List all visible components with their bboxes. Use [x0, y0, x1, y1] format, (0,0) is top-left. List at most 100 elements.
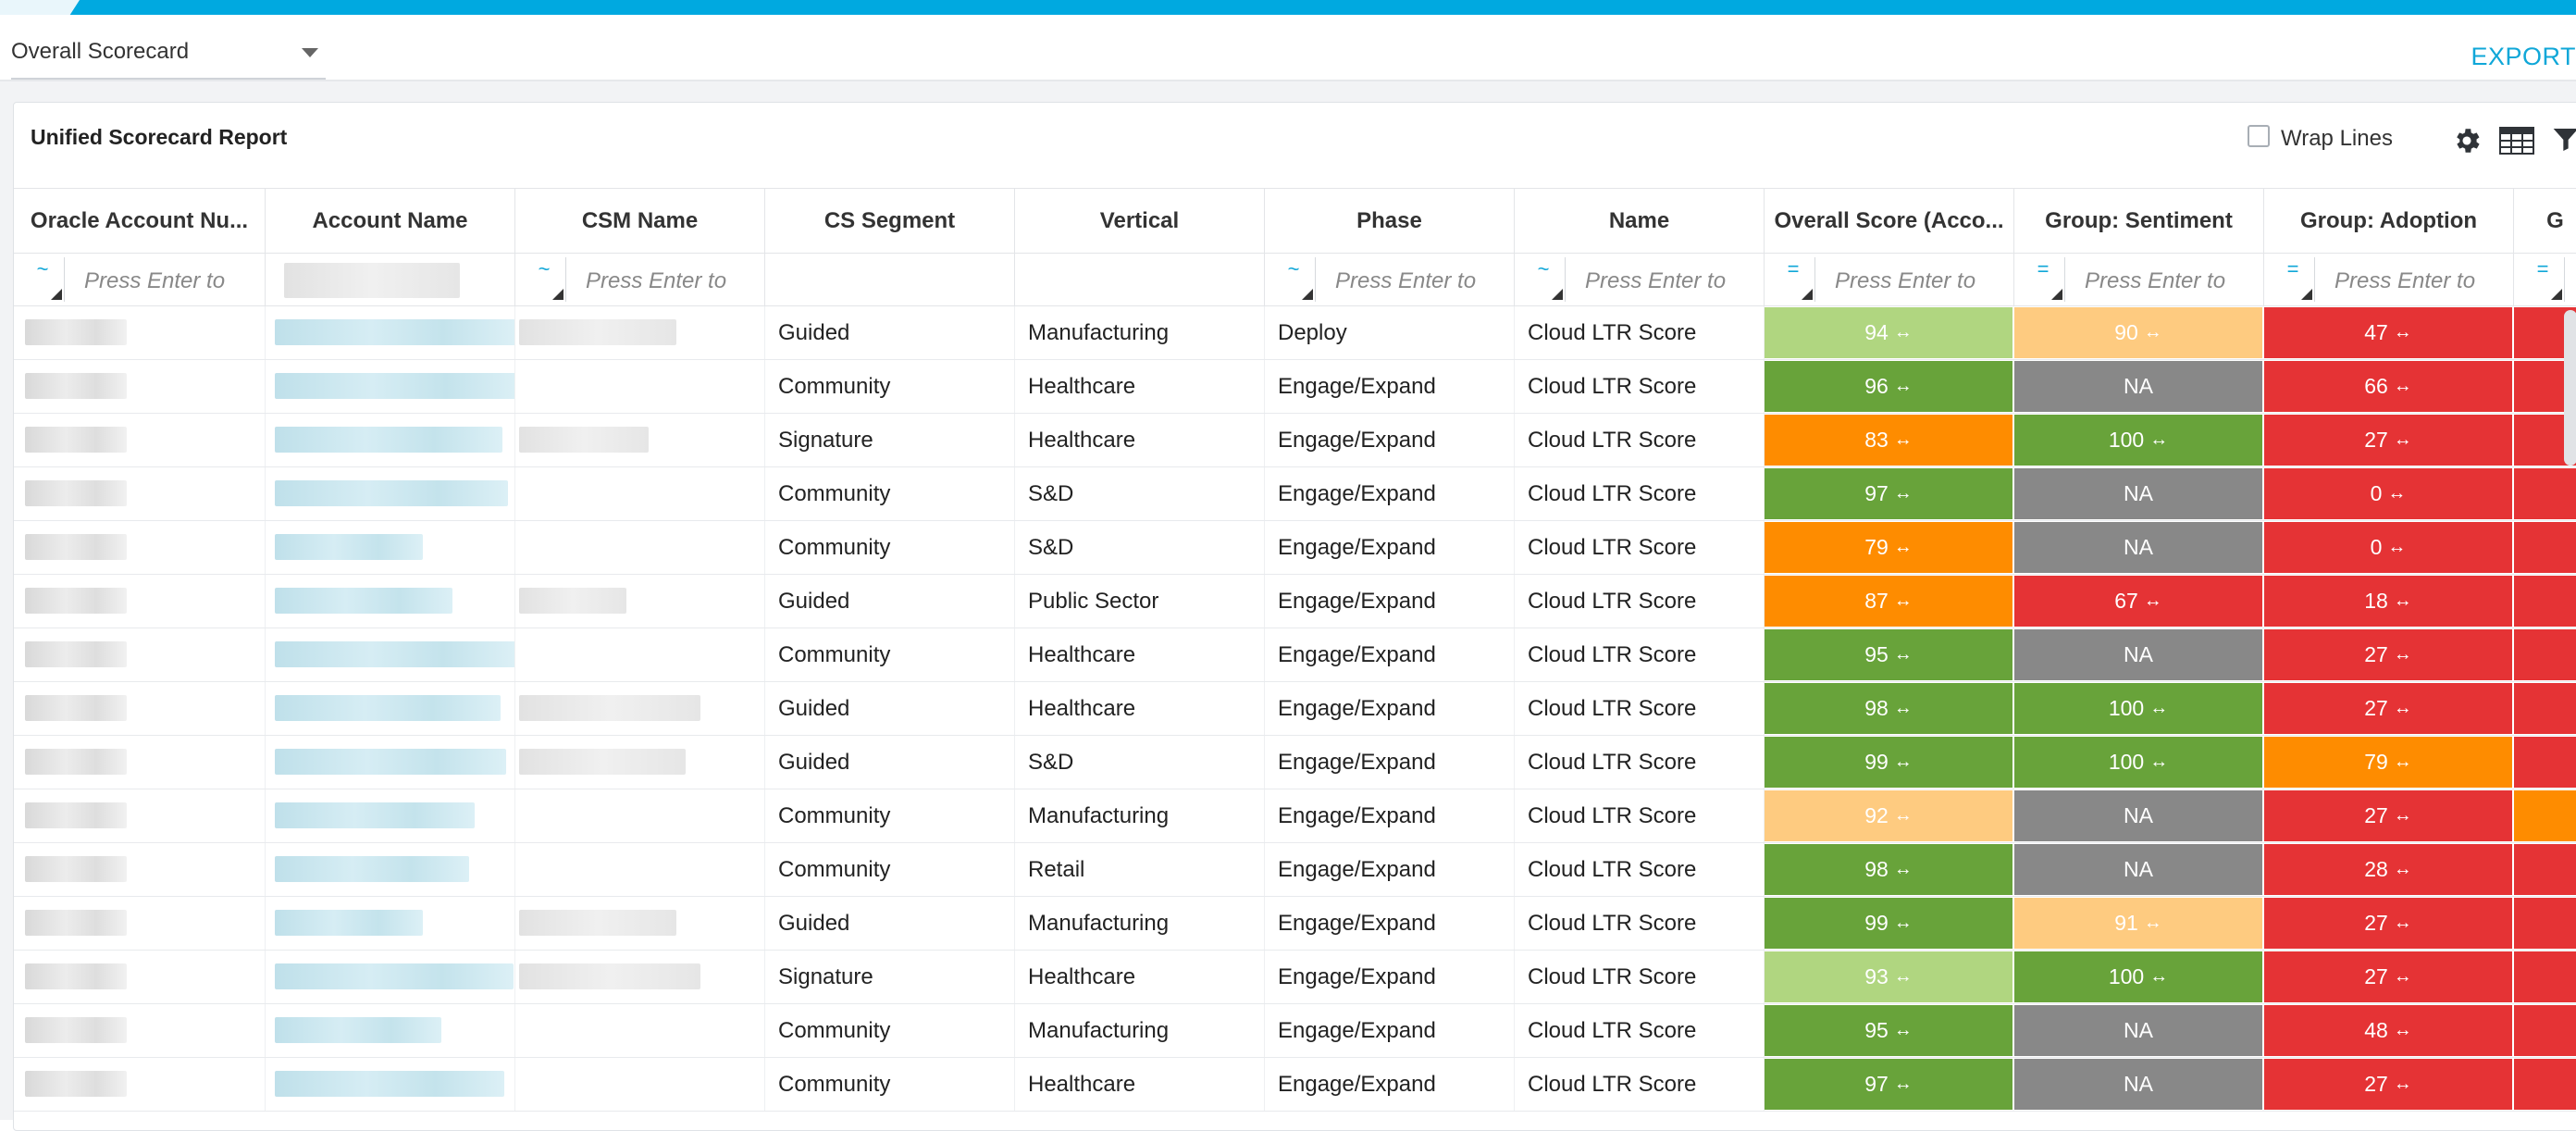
overall-score-cell[interactable]: 95 ↔: [1765, 629, 2014, 680]
redacted-value[interactable]: [275, 373, 514, 399]
adoption-score-cell[interactable]: 28 ↔: [2264, 844, 2514, 895]
next-group-score-cell[interactable]: [2514, 737, 2576, 788]
table-row[interactable]: Community Healthcare Engage/Expand Cloud LT…: [14, 1058, 2576, 1112]
wrap-lines-label[interactable]: Wrap Lines: [2281, 126, 2393, 151]
adoption-score-cell[interactable]: 27 ↔: [2264, 790, 2514, 841]
scorecard-select[interactable]: Overall Scorecard: [11, 28, 326, 80]
column-filter[interactable]: ~ Press Enter to: [515, 253, 765, 306]
table-row[interactable]: Community S&D Engage/Expand Cloud LTR Score…: [14, 521, 2576, 575]
sentiment-score-cell[interactable]: NA: [2014, 790, 2264, 841]
column-header[interactable]: Account Name: [266, 188, 515, 253]
filter-operator[interactable]: ~: [1272, 257, 1316, 302]
account-name-link[interactable]: [266, 789, 515, 842]
account-name-link[interactable]: [266, 897, 515, 950]
table-row[interactable]: Community Manufacturing Engage/Expand Cloud…: [14, 789, 2576, 843]
column-header[interactable]: Vertical: [1015, 188, 1265, 253]
overall-score-cell[interactable]: 98 ↔: [1765, 683, 2014, 734]
adoption-score-cell[interactable]: 27 ↔: [2264, 629, 2514, 680]
column-filter[interactable]: [266, 253, 515, 306]
column-filter[interactable]: =: [2514, 253, 2576, 306]
filter-operator[interactable]: =: [1772, 257, 1815, 302]
adoption-score-cell[interactable]: 18 ↔: [2264, 576, 2514, 627]
filter-input[interactable]: Press Enter to: [1335, 268, 1477, 293]
next-group-score-cell[interactable]: [2514, 1005, 2576, 1056]
sentiment-score-cell[interactable]: NA: [2014, 1005, 2264, 1056]
top-tab[interactable]: [0, 0, 80, 15]
table-row[interactable]: Guided Public Sector Engage/Expand Cloud LT…: [14, 575, 2576, 628]
column-header[interactable]: Name: [1515, 188, 1765, 253]
account-name-link[interactable]: [266, 360, 515, 413]
adoption-score-cell[interactable]: 27 ↔: [2264, 683, 2514, 734]
table-row[interactable]: Community Retail Engage/Expand Cloud LTR Sc…: [14, 843, 2576, 897]
table-row[interactable]: Guided Manufacturing Engage/Expand Cloud LT…: [14, 897, 2576, 951]
column-filter[interactable]: ~ Press Enter to: [1515, 253, 1765, 306]
table-row[interactable]: Guided S&D Engage/Expand Cloud LTR Score 99 ↔…: [14, 736, 2576, 789]
column-header[interactable]: CS Segment: [765, 188, 1015, 253]
chevron-down-icon[interactable]: [302, 48, 318, 57]
table-row[interactable]: Signature Healthcare Engage/Expand Cloud LT…: [14, 951, 2576, 1004]
filter-icon[interactable]: [2551, 125, 2576, 155]
redacted-value[interactable]: [275, 427, 502, 453]
next-group-score-cell[interactable]: [2514, 522, 2576, 573]
filter-input[interactable]: Press Enter to: [1835, 268, 1976, 293]
table-row[interactable]: Community Healthcare Engage/Expand Cloud LT…: [14, 360, 2576, 414]
next-group-score-cell[interactable]: [2514, 1059, 2576, 1110]
wrap-lines-checkbox[interactable]: [2248, 125, 2270, 147]
column-filter[interactable]: [765, 253, 1015, 306]
adoption-score-cell[interactable]: 0 ↔: [2264, 522, 2514, 573]
next-group-score-cell[interactable]: [2514, 951, 2576, 1002]
column-filter[interactable]: [1015, 253, 1265, 306]
redacted-value[interactable]: [275, 963, 514, 989]
sentiment-score-cell[interactable]: NA: [2014, 844, 2264, 895]
redacted-value[interactable]: [275, 695, 501, 721]
sentiment-score-cell[interactable]: 67 ↔: [2014, 576, 2264, 627]
overall-score-cell[interactable]: 95 ↔: [1765, 1005, 2014, 1056]
adoption-score-cell[interactable]: 27 ↔: [2264, 415, 2514, 466]
filter-input[interactable]: Press Enter to: [2334, 268, 2476, 293]
account-name-link[interactable]: [266, 1058, 515, 1111]
overall-score-cell[interactable]: 99 ↔: [1765, 737, 2014, 788]
filter-operator[interactable]: =: [2521, 257, 2565, 302]
adoption-score-cell[interactable]: 27 ↔: [2264, 951, 2514, 1002]
overall-score-cell[interactable]: 92 ↔: [1765, 790, 2014, 841]
account-name-link[interactable]: [266, 951, 515, 1003]
sentiment-score-cell[interactable]: NA: [2014, 629, 2264, 680]
account-name-link[interactable]: [266, 521, 515, 574]
adoption-score-cell[interactable]: 66 ↔: [2264, 361, 2514, 412]
table-row[interactable]: Guided Manufacturing Deploy Cloud LTR Score…: [14, 306, 2576, 360]
sentiment-score-cell[interactable]: NA: [2014, 468, 2264, 519]
overall-score-cell[interactable]: 97 ↔: [1765, 468, 2014, 519]
filter-input[interactable]: Press Enter to: [84, 268, 226, 293]
vertical-scrollbar[interactable]: [2564, 310, 2576, 466]
account-name-link[interactable]: [266, 414, 515, 466]
next-group-score-cell[interactable]: [2514, 576, 2576, 627]
table-row[interactable]: Guided Healthcare Engage/Expand Cloud LTR S…: [14, 682, 2576, 736]
adoption-score-cell[interactable]: 27 ↔: [2264, 898, 2514, 949]
overall-score-cell[interactable]: 87 ↔: [1765, 576, 2014, 627]
column-header[interactable]: CSM Name: [515, 188, 765, 253]
next-group-score-cell[interactable]: [2514, 844, 2576, 895]
redacted-value[interactable]: [275, 910, 423, 936]
redacted-value[interactable]: [275, 641, 514, 667]
adoption-score-cell[interactable]: 27 ↔: [2264, 1059, 2514, 1110]
column-filter[interactable]: = Press Enter to: [1765, 253, 2014, 306]
column-header[interactable]: G: [2514, 188, 2576, 253]
overall-score-cell[interactable]: 97 ↔: [1765, 1059, 2014, 1110]
overall-score-cell[interactable]: 94 ↔: [1765, 307, 2014, 358]
table-row[interactable]: Signature Healthcare Engage/Expand Cloud LT…: [14, 414, 2576, 467]
sentiment-score-cell[interactable]: 100 ↔: [2014, 683, 2264, 734]
filter-input[interactable]: Press Enter to: [586, 268, 727, 293]
account-name-link[interactable]: [266, 682, 515, 735]
table-row[interactable]: Community Healthcare Engage/Expand Cloud LT…: [14, 628, 2576, 682]
column-filter[interactable]: = Press Enter to: [2264, 253, 2514, 306]
column-filter[interactable]: ~ Press Enter to: [14, 253, 266, 306]
account-name-link[interactable]: [266, 736, 515, 789]
redacted-value[interactable]: [275, 534, 423, 560]
overall-score-cell[interactable]: 83 ↔: [1765, 415, 2014, 466]
next-group-score-cell[interactable]: [2514, 683, 2576, 734]
next-group-score-cell[interactable]: [2514, 790, 2576, 841]
redacted-value[interactable]: [275, 856, 469, 882]
column-header[interactable]: Oracle Account Nu...: [14, 188, 266, 253]
redacted-value[interactable]: [275, 749, 506, 775]
filter-operator[interactable]: ~: [21, 257, 65, 302]
